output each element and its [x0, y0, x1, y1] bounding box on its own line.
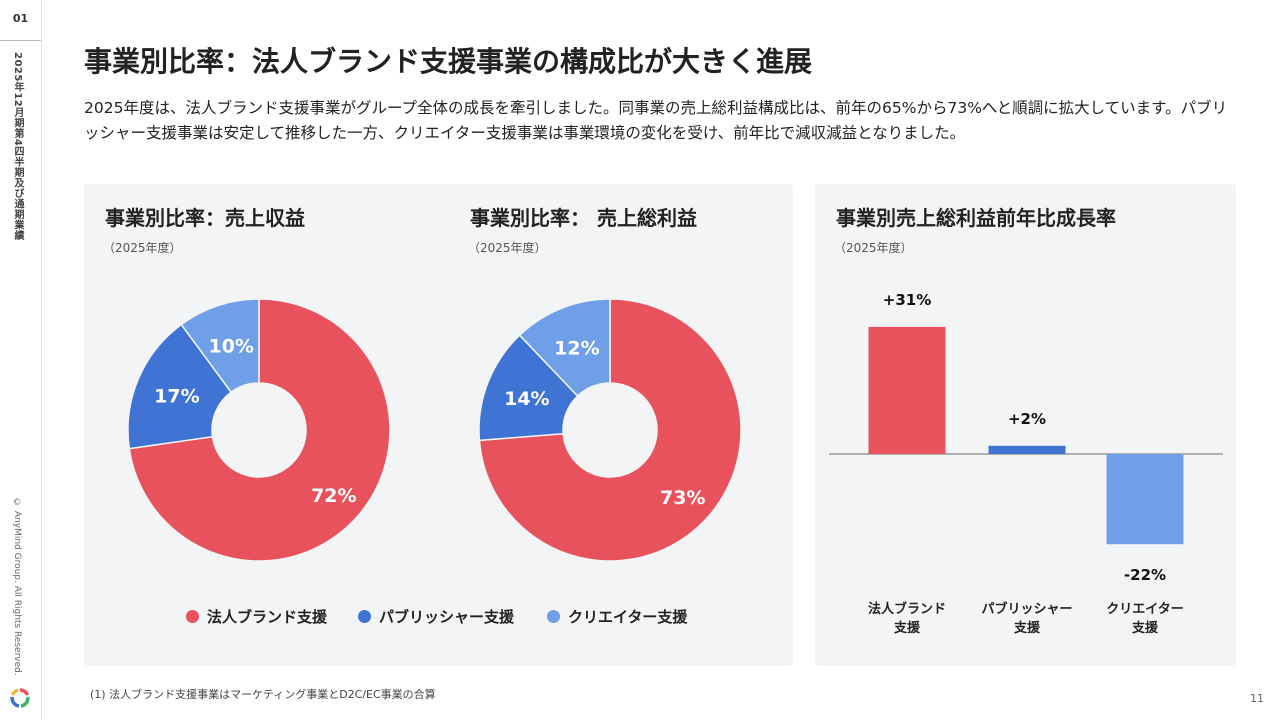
revenue-chart-subtitle: （2025年度） [103, 241, 182, 255]
gross-profit-chart-title: 事業別比率： 売上総利益 [470, 206, 697, 230]
revenue-slice-corporate [128, 298, 391, 562]
growth-bar-creator [1106, 454, 1184, 545]
revenue-slice-creator [180, 298, 260, 394]
section-number: 01 [12, 12, 29, 25]
gross-profit-chart-subtitle: （2025年度） [468, 241, 547, 255]
revenue-label-publisher: 17% [154, 386, 199, 408]
legend-label-publisher: パブリッシャー支援 [379, 608, 515, 626]
growth-category-label-corporate: 法人ブランド支援 [868, 601, 946, 636]
sidebar-vertical-title: 2025年12月期第4四半期及び通期業績 [12, 52, 23, 241]
revenue-chart-title: 事業別比率：売上収益 [105, 206, 305, 230]
gross-profit-slice-creator [518, 298, 611, 398]
revenue-slice-publisher [127, 323, 233, 450]
sidebar-divider [0, 40, 41, 41]
legend-label-creator: クリエイター支援 [568, 608, 688, 626]
copyright-text: © AnyMind Group. All Rights Reserved. [12, 498, 22, 676]
growth-category-label-publisher: パブリッシャー支援 [981, 601, 1072, 636]
growth-bar-publisher [988, 445, 1066, 454]
sidebar: 01 2025年12月期第4四半期及び通期業績 © AnyMind Group.… [0, 0, 42, 720]
legend-swatch-creator [547, 610, 560, 623]
footnote: (1) 法人ブランド支援事業はマーケティング事業とD2C/EC事業の合算 [90, 688, 436, 701]
growth-bar-chart: +31% 法人ブランド支援 +2% パブリッシャー支援 -22% クリエイター支援 [829, 291, 1223, 636]
revenue-donut-chart: 72% 17% 10% [127, 298, 391, 562]
legend-corporate: 法人ブランド支援 [186, 606, 327, 627]
legend-swatch-publisher [358, 610, 371, 623]
gross-profit-label-publisher: 14% [504, 388, 549, 410]
lead-paragraph: 2025年度は、法人ブランド支援事業がグループ全体の成長を牽引しました。同事業の… [84, 99, 1228, 142]
gross-profit-label-creator: 12% [554, 337, 599, 359]
legend-publisher: パブリッシャー支援 [358, 606, 514, 627]
growth-chart-title: 事業別売上総利益前年比成長率 [836, 206, 1116, 230]
growth-bar-corporate [868, 326, 946, 454]
legend-swatch-corporate [186, 610, 199, 623]
growth-value-label-publisher: +2% [1008, 410, 1046, 428]
legend-creator: クリエイター支援 [547, 606, 687, 627]
gross-profit-donut-chart: 73% 14% 12% [478, 298, 742, 562]
gross-profit-label-corporate: 73% [660, 487, 705, 509]
growth-value-label-corporate: +31% [883, 291, 931, 309]
page-number: 11 [1250, 692, 1264, 705]
legend-label-corporate: 法人ブランド支援 [207, 608, 328, 626]
revenue-label-creator: 10% [208, 335, 253, 357]
growth-chart-subtitle: （2025年度） [834, 241, 913, 255]
company-logo-icon [10, 688, 30, 708]
page-title: 事業別比率：法人ブランド支援事業の構成比が大きく進展 [84, 45, 813, 78]
growth-category-label-creator: クリエイター支援 [1106, 602, 1183, 636]
gross-profit-slice-publisher [478, 334, 579, 442]
gross-profit-slice-corporate [478, 298, 742, 562]
growth-value-label-creator: -22% [1124, 566, 1166, 584]
revenue-label-corporate: 72% [311, 485, 356, 507]
